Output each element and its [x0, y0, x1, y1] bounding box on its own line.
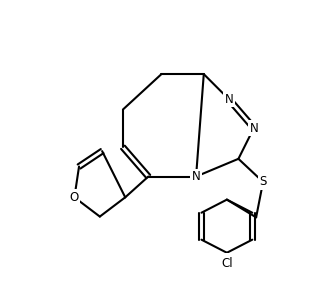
Text: O: O: [70, 191, 79, 204]
Text: N: N: [225, 93, 234, 106]
Text: Cl: Cl: [221, 257, 233, 270]
Text: S: S: [259, 176, 267, 188]
Text: N: N: [192, 170, 200, 183]
Text: N: N: [249, 122, 258, 135]
